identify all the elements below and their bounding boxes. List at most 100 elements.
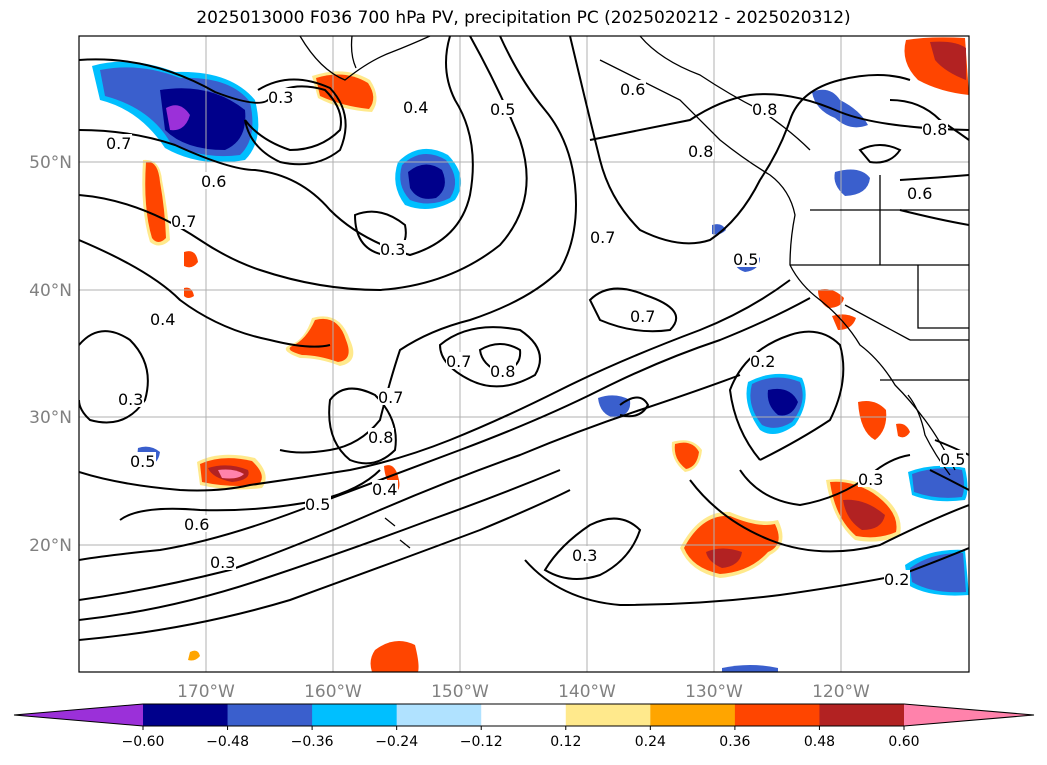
contour-label: 0.5	[490, 100, 515, 119]
colorbar-segment	[481, 704, 567, 726]
contour-label: 0.3	[268, 88, 293, 107]
colorbar-tick-label: 0.48	[804, 734, 835, 750]
contour-line	[79, 36, 474, 257]
colorbar-segment	[565, 704, 651, 726]
contour-label: 0.8	[752, 100, 777, 119]
contour-line	[79, 469, 561, 621]
contour-label: 0.6	[184, 515, 209, 534]
lon-label: 140°W	[558, 682, 616, 702]
contour-line	[739, 454, 911, 507]
contour-label: 0.4	[403, 98, 428, 117]
contour-label: 0.5	[940, 450, 965, 469]
colorbar-segment	[312, 704, 398, 726]
precip-shading	[92, 37, 969, 672]
contour-label: 0.7	[106, 134, 131, 153]
longitude-labels: 170°W 160°W 150°W 140°W 130°W 120°W	[177, 682, 870, 702]
contour-label: 0.3	[858, 470, 883, 489]
colorbar-tick-label: −0.48	[206, 734, 249, 750]
contour-label: 0.7	[171, 212, 196, 231]
colorbar-extend-max	[904, 704, 1034, 726]
graticule	[79, 36, 969, 672]
contour-line	[119, 469, 381, 521]
contour-line	[79, 36, 528, 292]
contour-label: 0.6	[201, 172, 226, 191]
contour-label: 0.3	[380, 240, 405, 259]
colorbar-tick-label: 0.24	[635, 734, 666, 750]
coastlines	[299, 36, 969, 549]
colorbar-tick-label: −0.60	[122, 734, 165, 750]
contour-label: 0.8	[490, 362, 515, 381]
colorbar-tick-label: 0.60	[888, 734, 919, 750]
lon-label: 130°W	[685, 682, 743, 702]
colorbar-tick-label: −0.36	[291, 734, 334, 750]
colorbar-segment	[819, 704, 905, 726]
contour-line	[929, 469, 969, 491]
contour-label: 0.4	[372, 480, 397, 499]
contour-label: 0.7	[378, 388, 403, 407]
lon-label: 120°W	[812, 682, 870, 702]
contour-line	[79, 239, 331, 348]
contour-label: 0.8	[922, 120, 947, 139]
colorbar-extend-min	[14, 704, 143, 726]
contour-line	[79, 489, 571, 641]
contour-label: 0.8	[368, 428, 393, 447]
lon-label: 170°W	[177, 682, 235, 702]
plot-frame	[78, 35, 970, 673]
contour-line	[438, 326, 541, 388]
contour-label: 0.2	[750, 352, 775, 371]
contour-label: 0.3	[572, 546, 597, 565]
lon-label: 160°W	[304, 682, 362, 702]
contour-line	[79, 374, 741, 601]
colorbar-tick-label: 0.12	[550, 734, 581, 750]
contour-line	[79, 58, 342, 152]
contour-line	[934, 439, 969, 456]
contour-line	[619, 396, 650, 418]
contour-label: 0.5	[305, 495, 330, 514]
contour-label: 0.8	[688, 142, 713, 161]
lat-label: 40°N	[29, 281, 72, 301]
lat-label: 30°N	[29, 408, 72, 428]
contour-line	[899, 174, 969, 181]
contour-label: 0.5	[733, 250, 758, 269]
colorbar-tick-label: −0.24	[375, 734, 418, 750]
contour-line	[328, 387, 397, 465]
contour-line	[524, 547, 969, 607]
contour-label: 0.5	[130, 452, 155, 471]
map-title: 2025013000 F036 700 hPa PV, precipitatio…	[196, 8, 851, 28]
contour-line	[899, 209, 969, 226]
colorbar-segment	[396, 704, 482, 726]
colorbar: −0.60 −0.48 −0.36 −0.24 −0.12 0.12 0.24 0.36 0.4…	[13, 703, 1035, 750]
contour-line	[728, 330, 845, 461]
colorbar-segment	[143, 704, 229, 726]
lon-label: 150°W	[431, 682, 489, 702]
contour-label: 0.3	[118, 390, 143, 409]
contour-labels: 0.3 0.4 0.5 0.6 0.8 0.8 0.8 0.7 0.6 0.7 …	[106, 80, 966, 589]
contour-label: 0.7	[446, 352, 471, 371]
contour-line	[858, 144, 902, 164]
contour-line	[569, 36, 911, 245]
contour-line	[588, 287, 678, 333]
contour-line	[689, 479, 969, 553]
lat-label: 50°N	[29, 153, 72, 173]
contour-label: 0.4	[150, 310, 175, 329]
contour-label: 0.6	[907, 184, 932, 203]
contour-line	[279, 36, 577, 454]
colorbar-tick-label: −0.12	[460, 734, 503, 750]
contour-line	[79, 330, 149, 424]
contour-line	[589, 93, 969, 141]
colorbar-segment	[650, 704, 736, 726]
latitude-labels: 50°N 40°N 30°N 20°N	[29, 153, 72, 556]
colorbar-segment	[227, 704, 313, 726]
colorbar-tick-label: 0.36	[719, 734, 750, 750]
contour-label: 0.7	[590, 228, 615, 247]
colorbar-segment	[734, 704, 820, 726]
contour-label: 0.3	[210, 553, 235, 572]
contour-label: 0.2	[884, 570, 909, 589]
lat-label: 20°N	[29, 536, 72, 556]
contour-line	[79, 279, 791, 492]
contour-label: 0.6	[620, 80, 645, 99]
contour-line	[79, 297, 811, 561]
contour-line	[244, 78, 347, 166]
contour-line	[543, 517, 642, 580]
